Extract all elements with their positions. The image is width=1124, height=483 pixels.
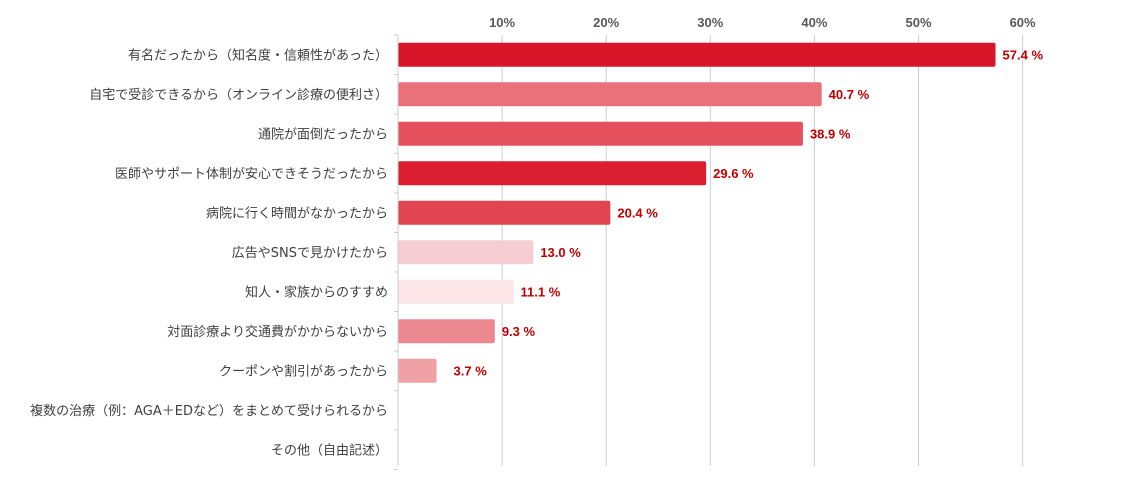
category-label: その他（自由記述）: [271, 442, 388, 458]
data-label: 11.1 %: [521, 284, 561, 299]
category-labels: 有名だったから（知名度・信頼性があった） 自宅で受診できるから（オンライン診療の便…: [30, 47, 388, 458]
x-axis-tick-labels: 10% 20% 30% 40% 50% 60%: [489, 15, 1036, 30]
x-tick-label: 60%: [1010, 15, 1036, 30]
x-tick-label: 30%: [697, 15, 723, 30]
bars: [398, 42, 996, 383]
gridlines: [394, 34, 1024, 470]
x-tick-label: 10%: [489, 15, 515, 30]
data-label: 9.3 %: [502, 324, 536, 339]
category-label: 対面診療より交通費がかからないから: [167, 324, 388, 340]
bar: [398, 279, 514, 304]
data-label: 29.6 %: [713, 166, 754, 181]
bar: [398, 200, 611, 225]
category-label: 病院に行く時間がなかったから: [206, 206, 388, 221]
category-label: 広告やSNSで見かけたから: [232, 246, 388, 261]
category-label: 知人・家族からのすすめ: [245, 284, 388, 300]
data-label: 57.4 %: [1003, 47, 1044, 62]
category-label: 通院が面倒だったから: [258, 127, 388, 142]
bar: [398, 319, 495, 344]
data-label: 40.7 %: [829, 87, 870, 102]
category-label: 医師やサポート体制が安心できそうだったから: [115, 167, 388, 182]
bar: [398, 121, 803, 146]
x-tick-label: 50%: [905, 15, 931, 30]
category-label: クーポンや割引があったから: [219, 363, 388, 379]
category-label: 自宅で受診できるから（オンライン診療の便利さ）: [89, 87, 388, 103]
data-label: 38.9 %: [810, 126, 851, 141]
data-label: 3.7 %: [454, 363, 488, 378]
data-label: 20.4 %: [617, 205, 658, 220]
bar: [398, 240, 534, 265]
data-labels: 57.4 % 40.7 % 38.9 % 29.6 % 20.4 % 13.0 % 11.1…: [454, 47, 1044, 378]
category-label: 複数の治療（例：AGA＋EDなど）をまとめて受けられるから: [30, 403, 388, 419]
x-tick-label: 40%: [801, 15, 827, 30]
bar: [398, 358, 437, 383]
bar: [398, 42, 996, 67]
bar: [398, 82, 822, 107]
data-label: 13.0 %: [540, 245, 581, 260]
x-tick-label: 20%: [593, 15, 619, 30]
bar: [398, 161, 707, 186]
category-label: 有名だったから（知名度・信頼性があった）: [128, 47, 388, 63]
